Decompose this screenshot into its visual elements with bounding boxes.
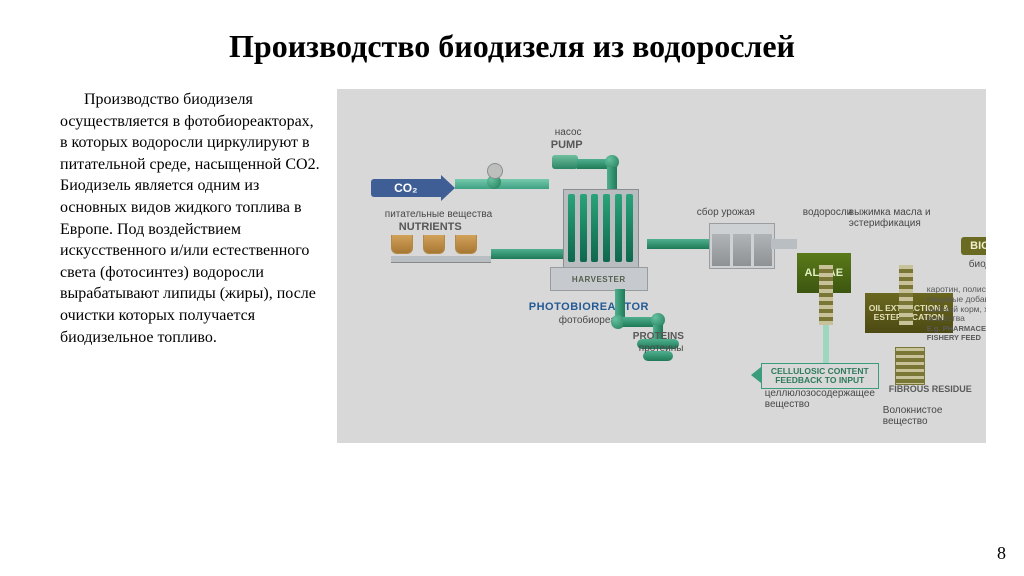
biodiesel-arrow: BIODIESEL	[961, 233, 986, 259]
proteins-label-en: PROTEINS	[633, 331, 684, 342]
nutrient-cups	[391, 235, 491, 263]
pump-label-en: PUMP	[551, 139, 583, 151]
body-paragraph: Производство биодизеля осуществляется в …	[60, 89, 325, 443]
valve-icon	[487, 163, 503, 179]
cup-tray	[391, 256, 491, 263]
striped-pipe	[819, 265, 833, 325]
photobioreactor	[563, 189, 639, 275]
fibrous-label-en-text: FIBROUS RESIDUE	[889, 384, 972, 394]
harvest-label-ru: сбор урожая	[697, 207, 755, 218]
page-title: Производство биодизеля из водорослей	[0, 0, 1024, 65]
cup-icon	[455, 235, 477, 254]
thin-pipe	[823, 325, 829, 363]
cellulosic-box: CELLULOSIC CONTENT FEEDBACK TO INPUT	[761, 363, 879, 389]
co2-text: CO₂	[371, 179, 441, 197]
nutrients-label-ru: питательные вещества	[385, 209, 492, 220]
striped-pipe	[899, 265, 913, 325]
reactor-base-plate: HARVESTER	[550, 267, 648, 291]
fibrous-residue-icon	[895, 347, 925, 385]
reactor-tubes	[563, 189, 639, 275]
pipe	[455, 179, 549, 189]
pump-icon	[552, 155, 578, 169]
cup-icon	[423, 235, 445, 254]
oil-label-ru: выжимка масла и эстерификация	[849, 207, 986, 229]
spacer	[953, 239, 963, 249]
fibrous-label-en: FIBROUS RESIDUE	[889, 385, 972, 394]
byproducts-sub-en: E.g. PHARMACEUTICALS AND FISHERY FEED	[927, 325, 986, 342]
process-diagram: насос PUMP CO₂ питательные вещества NUTR…	[337, 89, 986, 443]
pipe	[647, 239, 709, 249]
harvester-icon	[709, 223, 775, 269]
co2-head-icon	[441, 175, 455, 201]
page-number: 8	[997, 543, 1006, 564]
biodiesel-label-ru: биодизель	[969, 259, 986, 270]
cup-icon	[391, 235, 413, 254]
cellulosic-label-ru: целлюлозосодержащее вещество	[765, 389, 885, 410]
biodiesel-text: BIODIESEL	[970, 240, 986, 252]
nutrients-label-en: NUTRIENTS	[399, 221, 462, 233]
byproducts-text: каротин, полисахара, пищевые добавки, Ом…	[927, 285, 986, 324]
pump-label-ru: насос	[555, 127, 582, 138]
co2-arrow: CO₂	[371, 175, 455, 201]
proteins-label-ru: протеины	[639, 343, 684, 354]
algae-label-ru: водоросли	[803, 207, 852, 218]
grey-connector	[771, 239, 797, 249]
content-row: Производство биодизеля осуществляется в …	[0, 65, 1024, 443]
pipe	[491, 249, 563, 259]
reactor-label-en: PHOTOBIOREACTOR	[529, 301, 649, 313]
fibrous-label-ru: Волокнистое вещество	[883, 405, 986, 427]
feedback-arrowhead-icon	[751, 367, 761, 383]
